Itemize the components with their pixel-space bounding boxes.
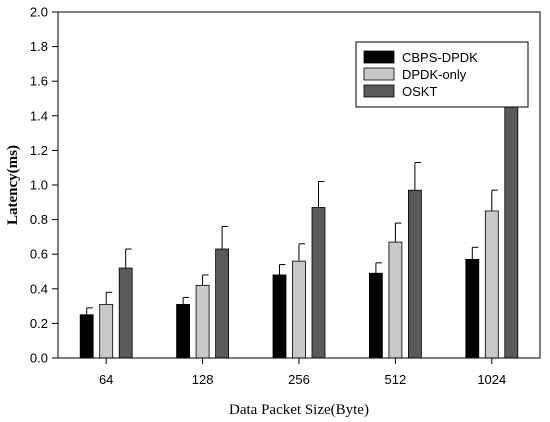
bar-dpdk-only-256 <box>292 260 306 359</box>
legend: CBPS-DPDK DPDK-only OSKT <box>355 41 529 108</box>
bar-cbps-dpdk-512 <box>368 272 383 359</box>
y-tick-label: 2.0 <box>30 5 48 20</box>
y-tick-label: 1.4 <box>30 108 48 123</box>
bar-dpdk-only-512 <box>388 241 403 359</box>
bar-oskt-64 <box>118 267 133 359</box>
legend-label-cbps-dpdk: CBPS-DPDK <box>402 50 478 65</box>
bar-dpdk-only-1024 <box>484 210 499 359</box>
y-tick-label: 0.6 <box>30 247 48 262</box>
x-tick-label: 1024 <box>477 372 506 387</box>
y-tick-label: 1.6 <box>30 74 48 89</box>
x-tick-label: 256 <box>288 372 310 387</box>
x-axis-ticks: 64 128 256 512 1024 <box>99 358 506 387</box>
x-tick-label: 512 <box>385 372 407 387</box>
bar-oskt-512 <box>407 189 422 359</box>
legend-label-dpdk-only: DPDK-only <box>402 67 467 82</box>
legend-swatch-cbps-dpdk <box>363 50 395 64</box>
bar-cbps-dpdk-1024 <box>465 258 480 359</box>
bar-dpdk-only-128 <box>195 284 210 359</box>
x-tick-label: 128 <box>192 372 214 387</box>
y-axis-title: Latency(ms) <box>5 145 21 225</box>
y-tick-label: 0.2 <box>30 316 48 331</box>
bar-oskt-256 <box>311 207 326 359</box>
plot-frame <box>57 11 541 359</box>
bar-cbps-dpdk-128 <box>176 303 191 359</box>
y-tick-label: 0.4 <box>30 281 48 296</box>
legend-swatch-dpdk-only <box>363 67 395 81</box>
y-tick-label: 0.0 <box>30 351 48 366</box>
bar-cbps-dpdk-256 <box>272 274 287 359</box>
bar-cbps-dpdk-64 <box>79 314 94 359</box>
legend-label-oskt: OSKT <box>402 84 437 99</box>
y-tick-label: 1.2 <box>30 143 48 158</box>
bars-group <box>79 87 519 359</box>
y-tick-label: 1.0 <box>30 178 48 193</box>
bar-oskt-128 <box>215 248 230 359</box>
bar-dpdk-only-64 <box>99 303 114 359</box>
x-axis-title: Data Packet Size(Byte) <box>229 402 369 418</box>
y-tick-label: 1.8 <box>30 39 48 54</box>
legend-swatch-oskt <box>363 84 395 98</box>
y-axis-ticks: 0.0 0.2 0.4 0.6 0.8 1.0 1.2 1.4 1.6 1.8 2.0 <box>30 5 58 366</box>
x-tick-label: 64 <box>99 372 113 387</box>
y-tick-label: 0.8 <box>30 212 48 227</box>
bar-oskt-1024 <box>504 87 519 359</box>
